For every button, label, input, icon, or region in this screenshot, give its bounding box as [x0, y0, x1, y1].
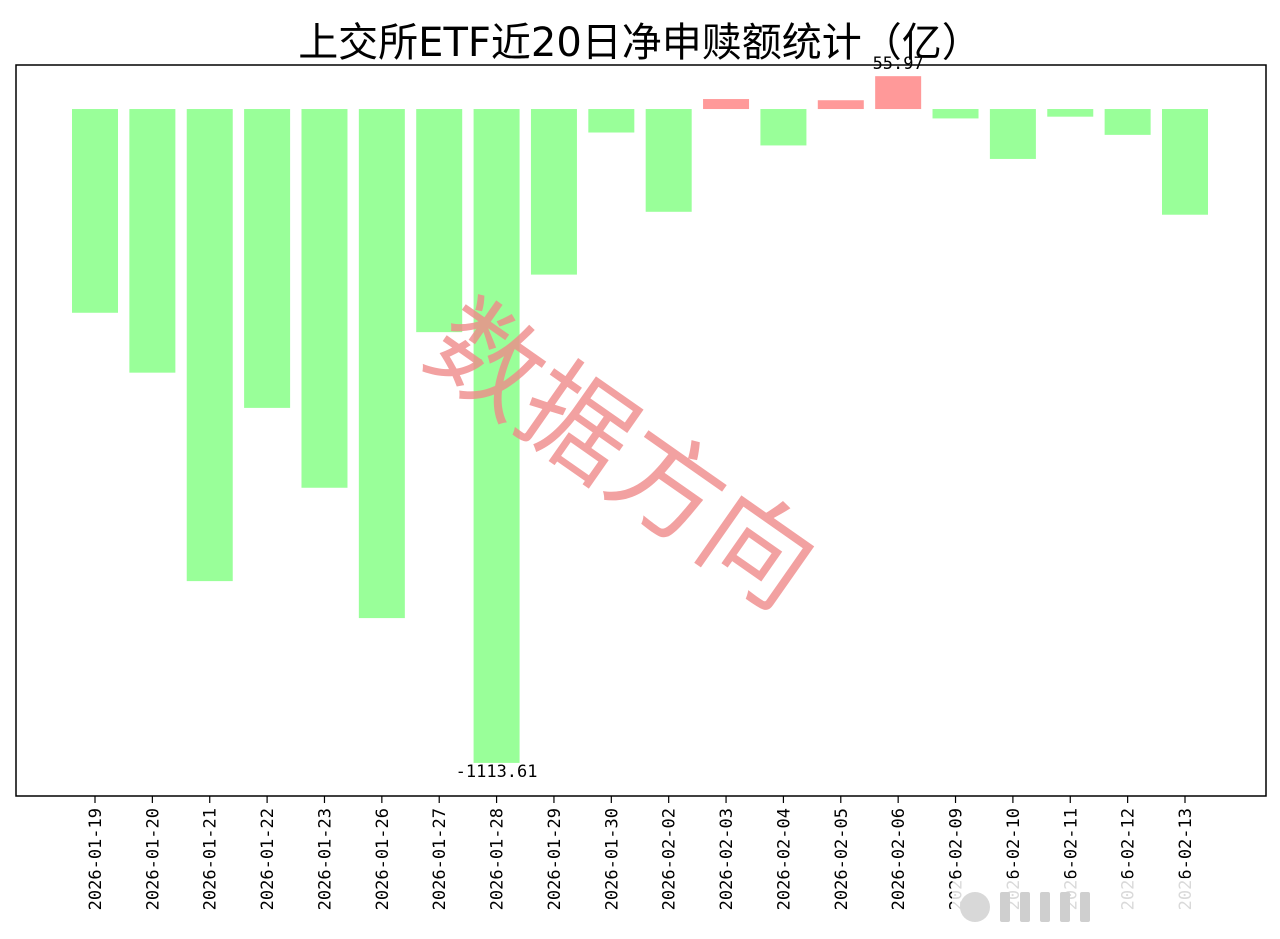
- bar-2026-02-03: [703, 99, 750, 110]
- brand-mark-icon: [1020, 892, 1030, 922]
- x-tick-label: 2026-01-23: [315, 808, 335, 910]
- plot-area: [15, 64, 1267, 797]
- bar-2026-02-12: [1104, 109, 1151, 135]
- bar-2026-01-28: [473, 109, 520, 763]
- bar-2026-02-13: [1162, 109, 1208, 215]
- x-tick-label: 2026-02-06: [889, 808, 909, 910]
- bar-2026-01-26: [358, 109, 405, 619]
- x-tick-label: 2026-01-21: [201, 808, 221, 910]
- bar-2026-01-21: [186, 109, 233, 582]
- bar-2026-01-23: [301, 109, 348, 488]
- bottom-brand-overlay: [952, 878, 1272, 936]
- bar-2026-01-30: [588, 109, 635, 133]
- brand-logo-icon: [960, 892, 990, 922]
- brand-mark-icon: [1000, 892, 1010, 922]
- bar-2026-02-10: [989, 109, 1036, 159]
- x-tick-label: 2026-01-27: [430, 808, 450, 910]
- bars-group: [72, 76, 1208, 763]
- x-tick-label: 2026-01-20: [143, 808, 163, 910]
- brand-mark-icon: [1060, 892, 1070, 922]
- x-tick-label: 2026-02-05: [832, 808, 852, 910]
- x-tick-label: 2026-02-02: [660, 808, 680, 910]
- x-tick-label: 2026-02-04: [774, 808, 794, 910]
- watermark: 数据方向: [405, 276, 839, 633]
- x-tick-label: 2026-01-29: [545, 808, 565, 910]
- data-labels-group: -1113.61 55.97: [456, 54, 924, 782]
- bar-2026-02-11: [1047, 109, 1094, 117]
- bar-2026-01-19: [72, 109, 118, 313]
- data-label-2026-01-28: -1113.61: [456, 762, 538, 782]
- bar-2026-02-09: [932, 109, 979, 119]
- x-tick-label: 2026-01-30: [602, 808, 622, 910]
- brand-mark-icon: [1080, 892, 1090, 922]
- bar-2026-02-02: [645, 109, 692, 212]
- chart-title: 上交所ETF近20日净申赎额统计（亿）: [298, 20, 982, 66]
- bar-2026-02-05: [817, 100, 864, 110]
- bar-2026-01-22: [244, 109, 291, 408]
- data-label-2026-02-06: 55.97: [873, 54, 924, 74]
- bar-2026-02-04: [760, 109, 807, 146]
- bar-2026-01-27: [416, 109, 463, 333]
- bar-2026-02-06: [875, 76, 922, 110]
- x-tick-label: 2026-01-26: [373, 808, 393, 910]
- watermark-text: 数据方向: [405, 276, 839, 633]
- brand-mark-icon: [1040, 892, 1050, 922]
- x-tick-label: 2026-02-03: [717, 808, 737, 910]
- x-tick-label: 2026-01-22: [258, 808, 278, 910]
- bar-2026-01-20: [129, 109, 176, 373]
- x-tick-label: 2026-01-28: [488, 808, 508, 910]
- bar-2026-01-29: [530, 109, 577, 275]
- x-tick-label: 2026-01-19: [86, 808, 106, 910]
